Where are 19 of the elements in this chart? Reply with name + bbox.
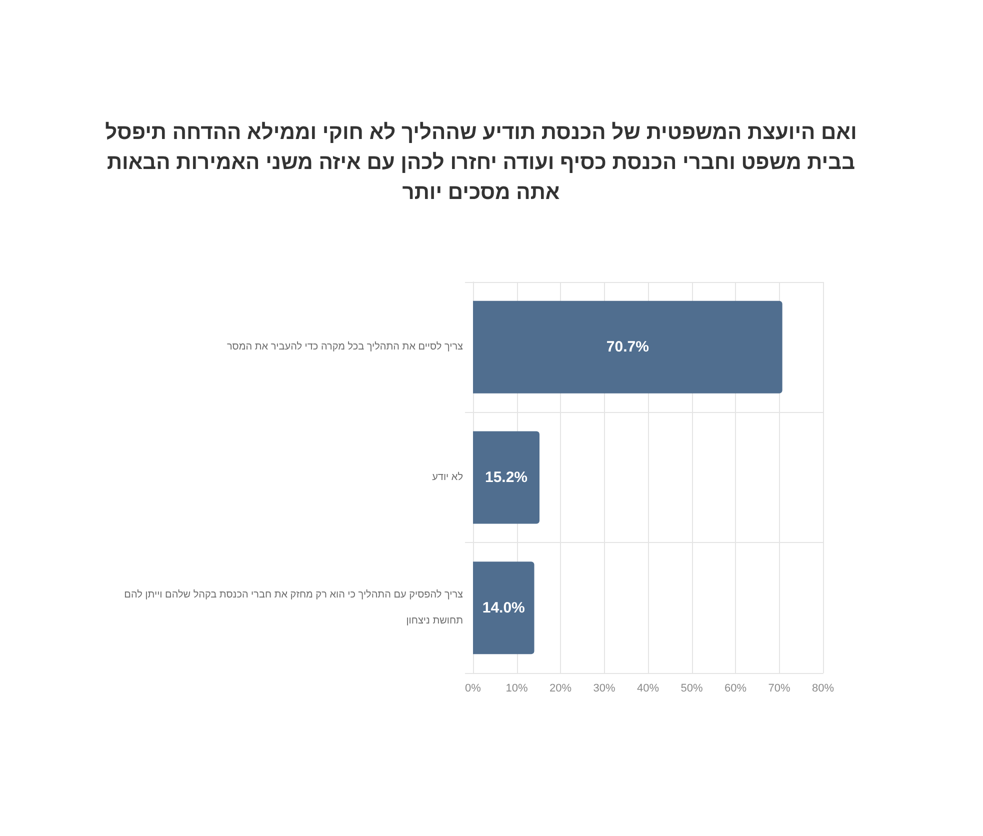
bar: [473, 300, 782, 394]
x-tick-label: 60%: [724, 682, 747, 694]
bar: [473, 431, 540, 524]
bar: [473, 562, 534, 654]
x-tick-label: 30%: [593, 682, 616, 694]
y-tick-label: צריך לסיים את התהליך בכל מקרה כדי להעביר את המסר: [226, 340, 464, 353]
data-label: 70.7%: [606, 338, 649, 356]
x-tick-label: 80%: [812, 682, 834, 694]
data-label: 15.2%: [484, 469, 528, 486]
x-tick-label: 0%: [465, 682, 482, 694]
data-label: 14.0%: [482, 599, 525, 616]
x-tick-label: 10%: [506, 682, 528, 694]
chart-title: ואם היועצת המשפטית של הכנסת תודיע שההליך לא חוקי וממילא ההדחה תיפסל בבית משפט וחברי הכנסת כסיף ועודה יחזרו לכהן עם איזה משני האמירות הבאות אתה מסכים יותר: [104, 120, 858, 206]
x-tick-label: 20%: [549, 682, 572, 694]
x-tick-label: 50%: [680, 682, 703, 694]
category-label: צריך להפסיק עם התהליך כי הוא רק מחזק את חברי הכנסת בקהל שלהם וייתן להם תחושת ניצחון: [124, 589, 463, 626]
y-tick-label: לא יודע: [432, 471, 463, 483]
x-tick-label: 40%: [636, 682, 660, 694]
x-tick-label: 70%: [768, 682, 790, 694]
